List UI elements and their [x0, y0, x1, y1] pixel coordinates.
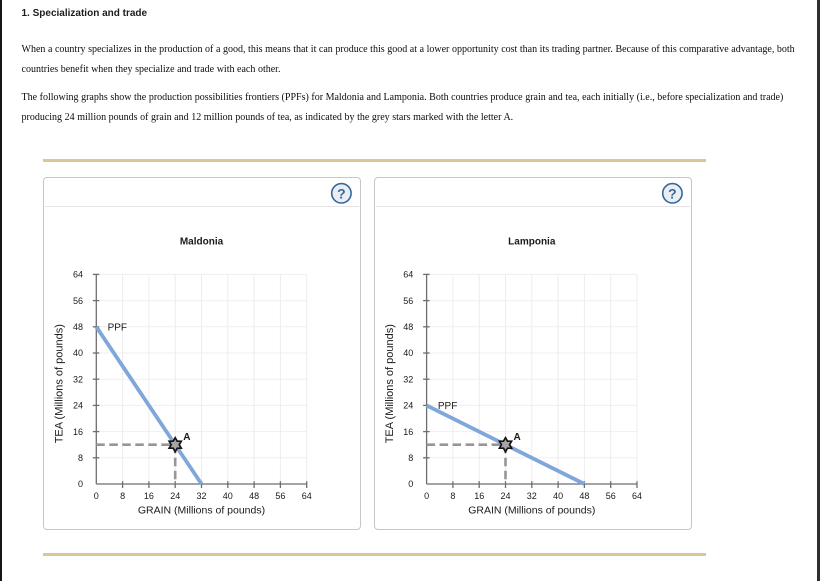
- svg-text:48: 48: [579, 491, 589, 501]
- svg-text:40: 40: [73, 348, 83, 358]
- svg-text:8: 8: [78, 453, 83, 463]
- svg-text:24: 24: [403, 401, 413, 411]
- svg-text:16: 16: [144, 491, 154, 501]
- svg-text:24: 24: [73, 401, 83, 411]
- svg-text:24: 24: [170, 491, 180, 501]
- svg-text:GRAIN (Millions of pounds): GRAIN (Millions of pounds): [138, 505, 265, 517]
- svg-text:TEA (Millions of pounds): TEA (Millions of pounds): [384, 324, 396, 443]
- svg-text:48: 48: [249, 491, 259, 501]
- svg-text:32: 32: [196, 491, 206, 501]
- svg-text:32: 32: [527, 491, 537, 501]
- svg-text:8: 8: [120, 491, 125, 501]
- svg-text:8: 8: [408, 453, 413, 463]
- svg-text:56: 56: [73, 296, 83, 306]
- svg-text:64: 64: [73, 270, 83, 280]
- svg-text:GRAIN (Millions of pounds): GRAIN (Millions of pounds): [468, 505, 595, 517]
- svg-text:40: 40: [223, 491, 233, 501]
- svg-text:?: ?: [668, 185, 677, 201]
- svg-text:0: 0: [408, 479, 413, 489]
- svg-text:A: A: [183, 432, 190, 443]
- svg-text:56: 56: [403, 296, 413, 306]
- svg-text:A: A: [514, 432, 521, 443]
- svg-text:16: 16: [73, 427, 83, 437]
- svg-text:40: 40: [553, 491, 563, 501]
- svg-text:?: ?: [337, 185, 346, 201]
- svg-text:8: 8: [450, 491, 455, 501]
- svg-text:0: 0: [424, 491, 429, 501]
- svg-text:0: 0: [94, 491, 99, 501]
- svg-text:PPF: PPF: [108, 322, 127, 333]
- svg-text:16: 16: [474, 491, 484, 501]
- svg-text:0: 0: [78, 479, 83, 489]
- svg-text:48: 48: [73, 322, 83, 332]
- svg-text:56: 56: [606, 491, 616, 501]
- svg-text:48: 48: [403, 322, 413, 332]
- svg-text:32: 32: [73, 374, 83, 384]
- svg-text:16: 16: [403, 427, 413, 437]
- svg-text:Lamponia: Lamponia: [508, 237, 556, 248]
- svg-text:64: 64: [302, 491, 312, 501]
- svg-text:64: 64: [403, 270, 413, 280]
- svg-text:Maldonia: Maldonia: [180, 237, 224, 248]
- svg-text:TEA (Millions of pounds): TEA (Millions of pounds): [54, 324, 66, 443]
- svg-text:PPF: PPF: [438, 401, 457, 412]
- svg-text:64: 64: [632, 491, 642, 501]
- svg-text:32: 32: [403, 374, 413, 384]
- svg-text:24: 24: [500, 491, 510, 501]
- svg-text:40: 40: [403, 348, 413, 358]
- svg-text:56: 56: [275, 491, 285, 501]
